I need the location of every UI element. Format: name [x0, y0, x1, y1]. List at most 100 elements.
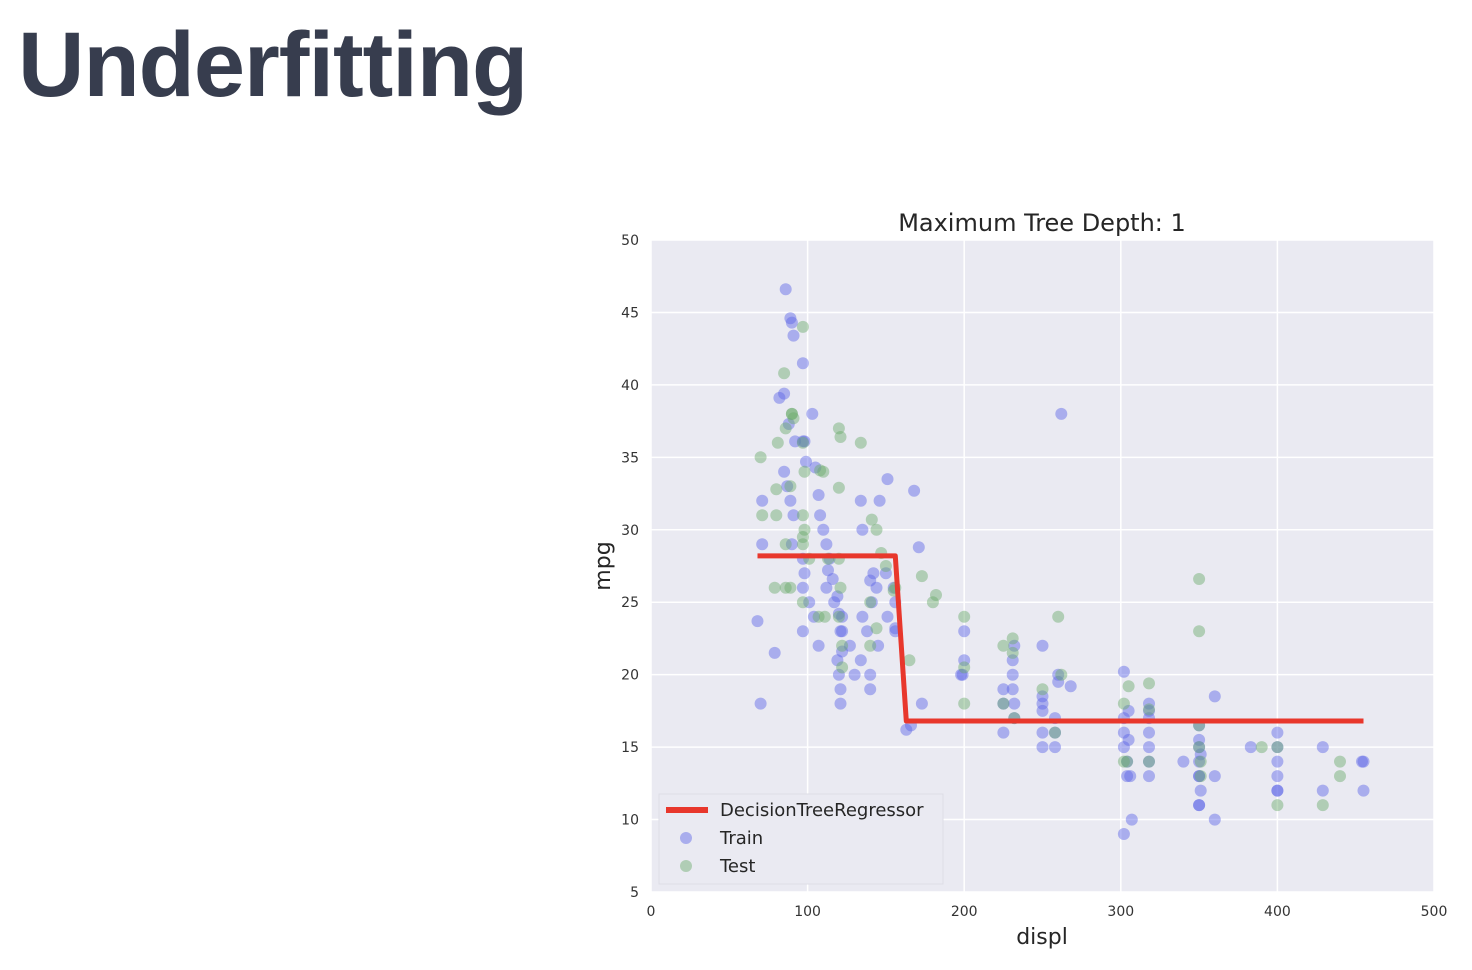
test-point	[1334, 755, 1346, 768]
train-point	[1117, 665, 1130, 678]
train-point	[1193, 770, 1206, 783]
x-tick-label: 400	[1264, 904, 1291, 920]
train-point	[1208, 813, 1221, 826]
test-point	[770, 483, 783, 496]
train-point	[872, 639, 885, 652]
test-point	[958, 610, 971, 623]
test-point	[1055, 668, 1068, 681]
train-point	[1121, 755, 1134, 768]
train-point	[1117, 741, 1130, 754]
train-point	[754, 697, 767, 710]
y-tick-label: 10	[621, 813, 639, 829]
test-point	[832, 610, 845, 623]
test-point	[1334, 770, 1346, 783]
train-point	[997, 683, 1010, 696]
train-point	[1052, 675, 1065, 688]
y-axis-label: mpg	[591, 541, 616, 590]
train-point	[843, 639, 856, 652]
test-point	[1036, 683, 1049, 696]
tick-labels: 0 100 200 300 400 500 5 10 15 20 25 30 35 40 45 50	[621, 233, 1447, 920]
test-point	[1193, 573, 1206, 585]
legend-test-marker	[680, 860, 692, 872]
train-point	[778, 465, 791, 478]
test-point	[958, 661, 971, 674]
regressor-line	[757, 553, 1364, 724]
train-point	[789, 435, 802, 448]
test-point	[779, 581, 792, 594]
test-point	[756, 509, 769, 522]
test-point	[1255, 741, 1268, 754]
train-point	[1271, 784, 1284, 797]
train-point	[784, 494, 797, 507]
train-point	[1193, 755, 1206, 768]
test-point	[1143, 677, 1155, 690]
train-point	[781, 480, 794, 493]
test-point	[903, 654, 916, 667]
test-point	[1006, 632, 1019, 645]
train-point	[1006, 654, 1019, 667]
test-point	[818, 610, 831, 623]
train-point	[1036, 690, 1049, 703]
train-point	[881, 610, 894, 623]
test-point	[1052, 610, 1065, 623]
train-point	[1357, 755, 1370, 768]
x-tick-label: 200	[951, 904, 978, 920]
train-point	[1122, 733, 1135, 746]
train-point	[915, 697, 928, 710]
slide-title: Underfitting	[18, 14, 528, 116]
test-point	[864, 639, 877, 652]
test-point	[1193, 741, 1206, 754]
train-point	[796, 357, 809, 370]
train-point	[1121, 770, 1134, 783]
train-point	[864, 574, 877, 587]
train-point	[1357, 784, 1370, 797]
test-point	[1194, 755, 1207, 768]
test-point	[1194, 770, 1207, 783]
train-point	[834, 683, 847, 696]
train-point	[773, 391, 786, 404]
train-point	[1122, 704, 1135, 717]
train-point	[1356, 755, 1368, 768]
train-point	[1006, 683, 1019, 696]
train-point	[778, 387, 791, 400]
train-point	[955, 668, 968, 681]
train-point	[1143, 741, 1155, 754]
train-point	[751, 615, 764, 628]
train-point	[1193, 733, 1206, 746]
train-point	[817, 523, 830, 536]
test-point	[798, 465, 811, 478]
train-point	[856, 610, 869, 623]
train-point	[809, 461, 822, 474]
train-point	[1193, 741, 1206, 754]
train-point	[785, 316, 798, 329]
x-tick-label: 100	[794, 904, 821, 920]
test-point	[1316, 799, 1329, 812]
train-point	[1271, 784, 1284, 797]
train-point	[756, 494, 769, 507]
train-point	[848, 668, 861, 681]
train-point	[820, 538, 833, 551]
train-point	[1271, 770, 1284, 783]
test-point	[798, 523, 811, 536]
train-point	[1049, 726, 1061, 739]
test-point	[865, 513, 878, 526]
train-point	[1124, 770, 1137, 783]
test-point	[836, 639, 849, 652]
plot-area	[651, 240, 1434, 892]
test-point	[771, 436, 784, 449]
train-point	[856, 523, 869, 536]
train-point	[784, 312, 797, 325]
train-point	[800, 455, 812, 468]
test-point	[854, 436, 867, 449]
train-point	[854, 654, 867, 667]
train-point	[1036, 704, 1049, 717]
test-point	[770, 509, 783, 522]
test-point	[796, 538, 809, 551]
train-point	[879, 567, 892, 580]
train-point	[864, 683, 877, 696]
train-point	[796, 435, 809, 448]
test-point	[870, 523, 883, 536]
train-point	[803, 596, 816, 609]
x-tick-label: 300	[1107, 904, 1134, 920]
